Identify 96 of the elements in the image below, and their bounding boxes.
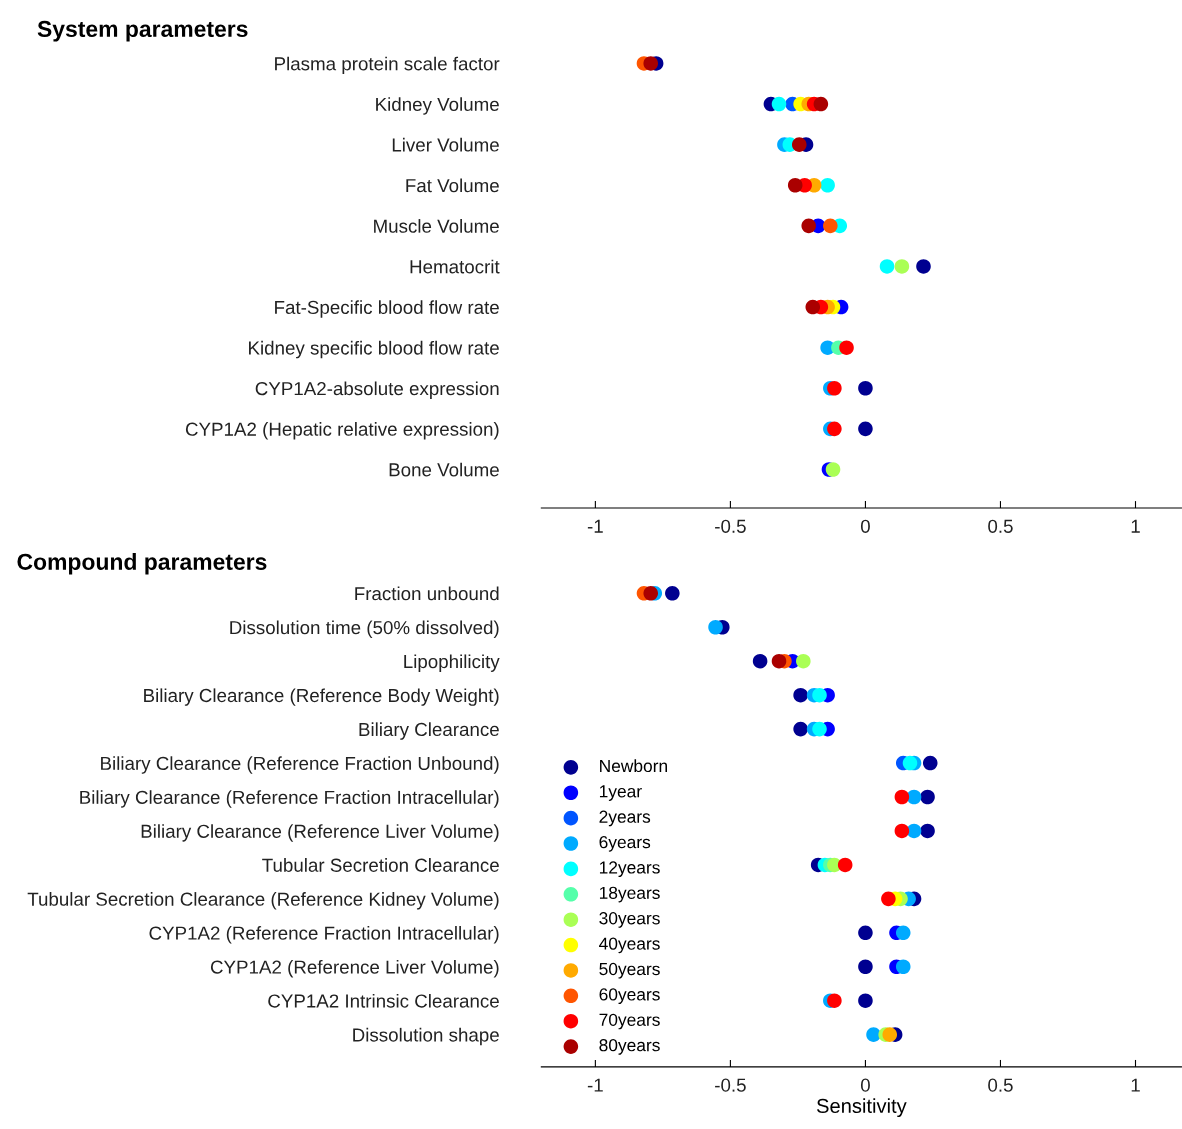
- x-tick-label: -1: [587, 519, 603, 533]
- legend-label: 60years: [599, 988, 660, 1004]
- point: [839, 340, 854, 355]
- legend-label: 80years: [599, 1039, 660, 1055]
- y-tick-label: Muscle Volume: [374, 219, 499, 233]
- point: [858, 925, 873, 941]
- text: System parameters: [37, 20, 248, 42]
- y-tick-label: CYP1A2-absolute expression: [255, 381, 499, 399]
- point: [895, 959, 911, 975]
- y-tick-label: Hematocrit: [410, 259, 500, 274]
- point: [894, 823, 910, 839]
- point: [879, 259, 895, 274]
- y-tick-label: Kidney specific blood flow rate: [249, 340, 499, 359]
- y-tick-label: Fat Volume: [406, 178, 499, 193]
- point: [858, 993, 873, 1008]
- y-tick-label: Biliary Clearance (Reference Body Weight): [144, 688, 499, 706]
- y-tick-label: Biliary Clearance (Reference Liver Volume): [141, 824, 499, 842]
- point: [882, 1027, 898, 1042]
- legend-label: 12years: [599, 861, 660, 878]
- point: [906, 823, 922, 839]
- y-tick-label: Dissolution time (50% dissolved): [230, 620, 499, 638]
- point: [643, 56, 659, 71]
- point: [812, 687, 827, 703]
- point: [894, 259, 910, 274]
- legend-label: 30years: [599, 912, 660, 928]
- legend-label: 18years: [599, 886, 660, 903]
- y-tick-label: Liver Volume: [392, 137, 499, 152]
- y-tick-label: CYP1A2 Intrinsic Clearance: [268, 993, 499, 1008]
- point: [827, 421, 842, 437]
- x-tick-label: 0.5: [988, 519, 1013, 533]
- y-tick-label: Fat-Specific blood flow rate: [275, 300, 499, 318]
- point: [820, 177, 835, 193]
- point: [793, 687, 808, 703]
- point: [708, 619, 723, 635]
- point: [813, 96, 829, 112]
- y-tick-label: Kidney Volume: [376, 97, 499, 115]
- x-tick-label: -1: [587, 1078, 603, 1092]
- point: [771, 96, 787, 112]
- y-tick-label: Bone Volume: [389, 462, 499, 477]
- point: [823, 218, 838, 234]
- y-tick-label: Tubular Secretion Clearance (Reference Kidney Volume): [27, 892, 499, 910]
- legend-label: 1year: [599, 785, 642, 801]
- y-tick-label: CYP1A2 (Hepatic relative expression): [185, 422, 499, 440]
- text: Compound parameters: [17, 553, 267, 575]
- y-tick-label: Biliary Clearance: [359, 722, 499, 740]
- x-tick-label: 0.5: [988, 1078, 1013, 1092]
- legend-label: 50years: [599, 962, 660, 979]
- point: [858, 380, 873, 396]
- point: [827, 993, 842, 1008]
- point: [920, 823, 935, 839]
- y-tick-label: Biliary Clearance (Reference Fraction Unbound): [101, 756, 499, 774]
- point: [922, 755, 938, 771]
- x-tick-label: -0.5: [715, 1078, 746, 1092]
- x-tick-label: 1: [1131, 1078, 1140, 1092]
- legend-label: Newborn: [600, 759, 667, 773]
- x-axis-title: Sensitivity: [816, 1098, 907, 1118]
- y-tick-label: Dissolution shape: [353, 1027, 499, 1046]
- point: [858, 421, 873, 437]
- point: [787, 177, 803, 193]
- point: [827, 380, 842, 396]
- point: [866, 1027, 881, 1042]
- point: [837, 857, 853, 873]
- y-tick-label: Plasma protein scale factor: [275, 56, 500, 75]
- point: [895, 925, 911, 941]
- legend-label: 6years: [599, 835, 651, 852]
- y-tick-label: Tubular Secretion Clearance: [262, 858, 499, 872]
- y-tick-label: Fraction unbound: [355, 586, 499, 601]
- legend-label: 70years: [599, 1013, 660, 1030]
- point: [858, 959, 873, 975]
- point: [752, 653, 768, 669]
- point: [791, 137, 807, 152]
- x-tick-label: -0.5: [715, 519, 746, 533]
- point: [825, 462, 841, 477]
- point: [796, 653, 811, 669]
- point: [771, 653, 787, 669]
- x-tick-label: 0: [860, 519, 870, 533]
- point: [812, 721, 827, 737]
- y-tick-label: Lipophilicity: [404, 654, 500, 672]
- point: [881, 891, 896, 907]
- point: [793, 721, 808, 737]
- point: [665, 586, 680, 601]
- point: [643, 586, 659, 601]
- point: [920, 789, 935, 805]
- legend-label: 2years: [599, 810, 651, 827]
- point: [906, 789, 922, 805]
- point: [902, 755, 918, 771]
- point: [805, 299, 821, 315]
- y-tick-label: CYP1A2 (Reference Liver Volume): [210, 959, 499, 978]
- legend-label: 40years: [599, 937, 660, 954]
- x-tick-label: 0: [860, 1078, 870, 1092]
- x-tick-label: 1: [1131, 519, 1140, 533]
- y-tick-label: Biliary Clearance (Reference Fraction Intracellular): [80, 790, 499, 808]
- point: [894, 789, 910, 805]
- point: [801, 218, 816, 234]
- point: [916, 259, 931, 274]
- y-tick-label: CYP1A2 (Reference Fraction Intracellular): [149, 926, 499, 944]
